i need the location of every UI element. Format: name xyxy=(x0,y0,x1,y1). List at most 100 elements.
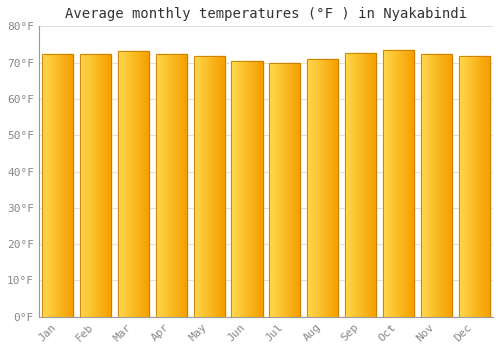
Bar xyxy=(400,50,402,317)
Bar xyxy=(296,63,298,317)
Bar xyxy=(43,54,44,317)
Bar xyxy=(450,54,451,317)
Bar xyxy=(427,54,428,317)
Bar xyxy=(326,58,327,317)
Bar xyxy=(421,54,452,317)
Bar xyxy=(312,58,314,317)
Bar xyxy=(109,54,110,317)
Bar xyxy=(287,63,288,317)
Bar xyxy=(148,51,149,317)
Bar xyxy=(108,54,109,317)
Bar xyxy=(102,54,103,317)
Bar xyxy=(119,51,120,317)
Bar xyxy=(105,54,106,317)
Bar xyxy=(164,54,165,317)
Bar xyxy=(238,61,240,317)
Bar xyxy=(356,53,358,317)
Bar xyxy=(145,51,146,317)
Bar xyxy=(198,56,199,317)
Bar xyxy=(134,51,136,317)
Bar xyxy=(122,51,123,317)
Bar xyxy=(472,56,473,317)
Bar xyxy=(130,51,132,317)
Bar xyxy=(280,63,282,317)
Bar xyxy=(375,53,376,317)
Bar xyxy=(59,54,60,317)
Bar xyxy=(242,61,243,317)
Bar xyxy=(293,63,294,317)
Bar xyxy=(466,56,467,317)
Bar xyxy=(123,51,124,317)
Bar xyxy=(451,54,452,317)
Bar xyxy=(92,54,94,317)
Bar xyxy=(88,54,90,317)
Bar xyxy=(318,58,320,317)
Bar xyxy=(61,54,62,317)
Bar xyxy=(201,56,202,317)
Bar xyxy=(128,51,130,317)
Bar xyxy=(101,54,102,317)
Bar xyxy=(71,54,72,317)
Bar xyxy=(404,50,406,317)
Bar xyxy=(253,61,254,317)
Bar xyxy=(146,51,147,317)
Bar xyxy=(240,61,241,317)
Bar xyxy=(473,56,474,317)
Bar xyxy=(372,53,373,317)
Bar xyxy=(475,56,476,317)
Bar xyxy=(328,58,329,317)
Bar xyxy=(282,63,283,317)
Bar xyxy=(442,54,444,317)
Bar xyxy=(368,53,369,317)
Bar xyxy=(384,50,385,317)
Bar xyxy=(392,50,393,317)
Bar xyxy=(274,63,276,317)
Bar xyxy=(444,54,446,317)
Bar xyxy=(476,56,477,317)
Bar xyxy=(329,58,330,317)
Bar xyxy=(325,58,326,317)
Bar xyxy=(72,54,74,317)
Bar xyxy=(393,50,394,317)
Bar xyxy=(162,54,163,317)
Bar xyxy=(243,61,244,317)
Bar xyxy=(254,61,256,317)
Bar xyxy=(214,56,216,317)
Bar xyxy=(371,53,372,317)
Bar xyxy=(180,54,182,317)
Bar xyxy=(387,50,388,317)
Bar xyxy=(478,56,480,317)
Bar xyxy=(245,61,246,317)
Bar xyxy=(390,50,391,317)
Bar xyxy=(126,51,127,317)
Bar xyxy=(295,63,296,317)
Bar xyxy=(366,53,367,317)
Bar xyxy=(425,54,426,317)
Bar xyxy=(362,53,364,317)
Bar xyxy=(289,63,290,317)
Bar xyxy=(488,56,490,317)
Bar xyxy=(200,56,201,317)
Bar xyxy=(143,51,144,317)
Bar xyxy=(272,63,274,317)
Bar xyxy=(70,54,71,317)
Bar xyxy=(458,56,490,317)
Bar xyxy=(120,51,121,317)
Bar xyxy=(204,56,205,317)
Bar xyxy=(169,54,170,317)
Bar xyxy=(58,54,59,317)
Bar xyxy=(288,63,289,317)
Bar xyxy=(290,63,291,317)
Bar xyxy=(140,51,141,317)
Bar xyxy=(210,56,211,317)
Bar xyxy=(124,51,125,317)
Bar xyxy=(331,58,332,317)
Bar xyxy=(50,54,51,317)
Bar xyxy=(345,53,346,317)
Bar xyxy=(460,56,462,317)
Bar xyxy=(103,54,104,317)
Bar xyxy=(421,54,422,317)
Bar xyxy=(345,53,376,317)
Bar xyxy=(182,54,184,317)
Bar xyxy=(337,58,338,317)
